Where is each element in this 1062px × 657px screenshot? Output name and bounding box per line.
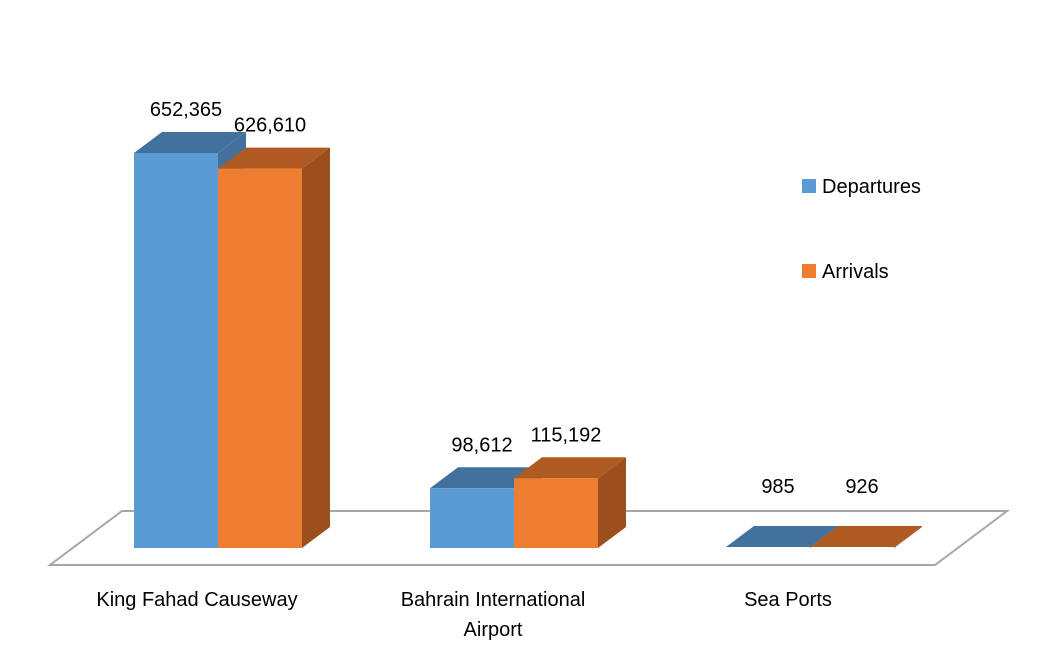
bar-arrivals-king-fahad-causeway	[218, 147, 330, 549]
bar-top-face	[810, 526, 922, 547]
bar-front-face	[218, 168, 302, 549]
bar-arrivals-bahrain-international-airport	[514, 457, 626, 548]
legend-item-departures: Departures	[802, 176, 921, 198]
category-label-king-fahad-causeway: King Fahad Causeway	[96, 589, 297, 611]
bar-top-face	[726, 526, 838, 547]
legend-swatch-arrivals	[802, 264, 816, 278]
data-label-departures-sea-ports: 985	[761, 476, 794, 498]
category-label-bahrain-international-airport: Bahrain International Airport	[401, 589, 586, 641]
legend-label-arrivals: Arrivals	[822, 261, 889, 283]
data-label-arrivals-sea-ports: 926	[845, 476, 878, 498]
bar-side-face	[894, 526, 922, 548]
legend: Departures Arrivals	[802, 176, 921, 283]
data-label-departures-bahrain-international-airport: 98,612	[451, 434, 512, 456]
labels-layer: 652,365 626,610 98,612 115,192 985 926 King Fa…	[96, 99, 878, 641]
data-label-arrivals-king-fahad-causeway: 626,610	[234, 115, 306, 137]
bar-top-face	[218, 147, 330, 169]
data-label-departures-king-fahad-causeway: 652,365	[150, 99, 222, 121]
bar-side-face	[302, 147, 330, 549]
bar-front-face	[134, 153, 218, 548]
bar-front-face	[514, 478, 598, 548]
bars-layer	[134, 132, 922, 549]
legend-swatch-departures	[802, 179, 816, 193]
bar-arrivals-sea-ports	[810, 526, 922, 548]
bar-front-face	[430, 488, 514, 548]
bar-top-face	[134, 132, 246, 153]
data-label-arrivals-bahrain-international-airport: 115,192	[531, 424, 602, 446]
legend-item-arrivals: Arrivals	[802, 261, 889, 283]
legend-label-departures: Departures	[822, 176, 921, 198]
bar-side-face	[598, 457, 626, 548]
bar-top-face	[514, 457, 626, 479]
category-label-sea-ports: Sea Ports	[744, 589, 832, 611]
